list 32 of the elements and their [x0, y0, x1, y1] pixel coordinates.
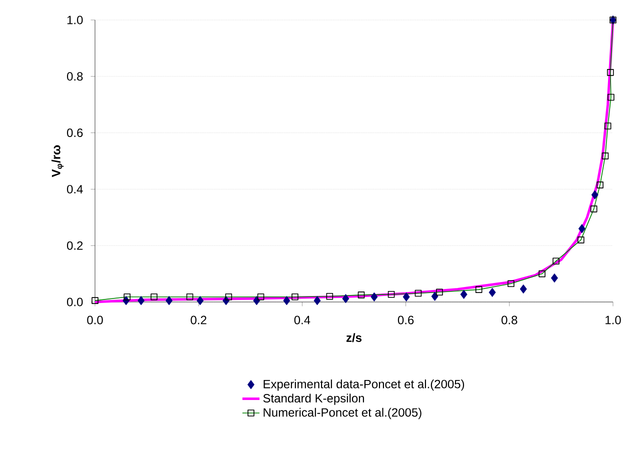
x-tick-label: 0.2	[190, 316, 206, 324]
y-tick-label: 0.0	[66, 298, 83, 306]
point	[342, 294, 350, 304]
x-axis-title: z/s	[346, 333, 362, 342]
point	[402, 292, 410, 302]
point	[314, 296, 321, 306]
point	[460, 290, 468, 299]
y-tick-label: 1.0	[67, 16, 83, 24]
x-tick-label: 0.0	[87, 316, 103, 324]
point	[283, 296, 290, 306]
y-tick-label: 0.2	[66, 241, 83, 250]
x-tick-label: 0.4	[294, 316, 310, 324]
y-tick-label: 0.6	[66, 128, 83, 138]
y-axis-title: V$_{φ}$/rω	[52, 145, 64, 178]
y-tick-label: 0.4	[66, 184, 83, 194]
y-tick-label: 0.8	[66, 72, 83, 81]
point	[591, 190, 598, 200]
legend-label: Experimental data-Poncet et al.(2005)	[264, 380, 464, 391]
point	[431, 292, 438, 301]
x-tick-label: 0.6	[398, 316, 414, 324]
point	[138, 296, 145, 306]
legend-label: Numerical-Poncet et al.(2005)	[264, 408, 422, 420]
point	[550, 273, 558, 283]
point	[196, 296, 204, 306]
x-tick-label: 0.8	[502, 316, 518, 324]
point	[520, 284, 527, 294]
point	[166, 296, 173, 306]
point	[578, 224, 586, 234]
point	[488, 288, 496, 297]
legend-label: Standard K-epsilon	[263, 394, 364, 405]
point	[370, 292, 378, 302]
x-tick-label: 1.0	[606, 316, 621, 324]
